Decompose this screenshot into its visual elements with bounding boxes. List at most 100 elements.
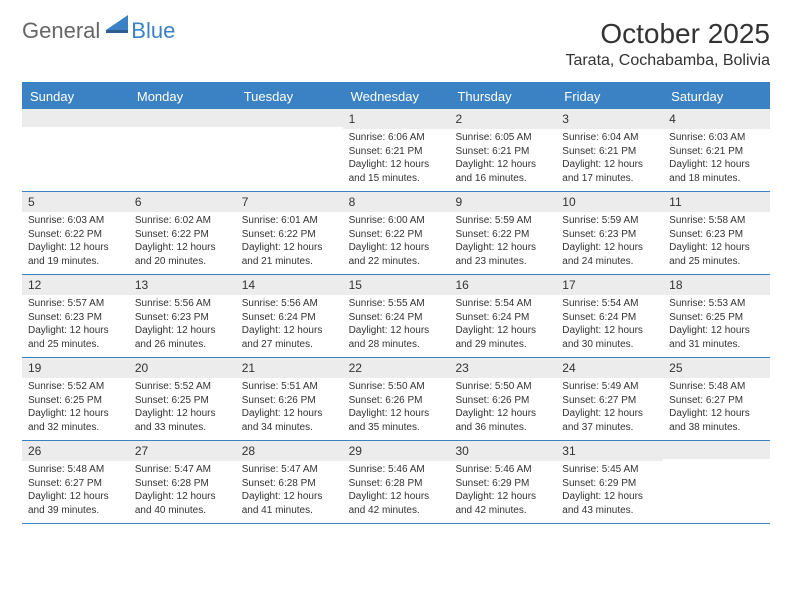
calendar-day: 22Sunrise: 5:50 AMSunset: 6:26 PMDayligh… [343, 358, 450, 440]
daylight-text: Daylight: 12 hours and 35 minutes. [349, 407, 444, 434]
calendar-day: 12Sunrise: 5:57 AMSunset: 6:23 PMDayligh… [22, 275, 129, 357]
month-title: October 2025 [565, 18, 770, 50]
day-details: Sunrise: 6:06 AMSunset: 6:21 PMDaylight:… [343, 129, 450, 189]
location: Tarata, Cochabamba, Bolivia [565, 52, 770, 70]
calendar-day: 4Sunrise: 6:03 AMSunset: 6:21 PMDaylight… [663, 109, 770, 191]
calendar-day: 20Sunrise: 5:52 AMSunset: 6:25 PMDayligh… [129, 358, 236, 440]
sunset-text: Sunset: 6:25 PM [135, 394, 230, 408]
sunrise-text: Sunrise: 5:54 AM [455, 297, 550, 311]
weekday-header: Wednesday [343, 84, 450, 109]
calendar-day: 25Sunrise: 5:48 AMSunset: 6:27 PMDayligh… [663, 358, 770, 440]
sunrise-text: Sunrise: 5:56 AM [242, 297, 337, 311]
sunrise-text: Sunrise: 5:50 AM [349, 380, 444, 394]
calendar-day: 7Sunrise: 6:01 AMSunset: 6:22 PMDaylight… [236, 192, 343, 274]
daylight-text: Daylight: 12 hours and 40 minutes. [135, 490, 230, 517]
sunset-text: Sunset: 6:25 PM [28, 394, 123, 408]
day-details: Sunrise: 5:52 AMSunset: 6:25 PMDaylight:… [129, 378, 236, 438]
logo: General Blue [22, 18, 175, 44]
sunrise-text: Sunrise: 5:52 AM [135, 380, 230, 394]
calendar-day: 3Sunrise: 6:04 AMSunset: 6:21 PMDaylight… [556, 109, 663, 191]
sunset-text: Sunset: 6:28 PM [135, 477, 230, 491]
day-number: 4 [663, 109, 770, 129]
day-number: 25 [663, 358, 770, 378]
calendar-day: 2Sunrise: 6:05 AMSunset: 6:21 PMDaylight… [449, 109, 556, 191]
day-number: 28 [236, 441, 343, 461]
sunset-text: Sunset: 6:22 PM [242, 228, 337, 242]
calendar-week: 12Sunrise: 5:57 AMSunset: 6:23 PMDayligh… [22, 275, 770, 358]
sunrise-text: Sunrise: 5:47 AM [135, 463, 230, 477]
day-number: 7 [236, 192, 343, 212]
calendar-day: 18Sunrise: 5:53 AMSunset: 6:25 PMDayligh… [663, 275, 770, 357]
day-number: 31 [556, 441, 663, 461]
title-block: October 2025 Tarata, Cochabamba, Bolivia [565, 18, 770, 70]
calendar-day: 14Sunrise: 5:56 AMSunset: 6:24 PMDayligh… [236, 275, 343, 357]
day-details: Sunrise: 5:47 AMSunset: 6:28 PMDaylight:… [129, 461, 236, 521]
day-details: Sunrise: 6:02 AMSunset: 6:22 PMDaylight:… [129, 212, 236, 272]
day-number: 5 [22, 192, 129, 212]
day-number: 2 [449, 109, 556, 129]
day-number: 20 [129, 358, 236, 378]
day-number: 6 [129, 192, 236, 212]
day-details: Sunrise: 5:59 AMSunset: 6:23 PMDaylight:… [556, 212, 663, 272]
calendar-day: 17Sunrise: 5:54 AMSunset: 6:24 PMDayligh… [556, 275, 663, 357]
day-details: Sunrise: 5:52 AMSunset: 6:25 PMDaylight:… [22, 378, 129, 438]
sunrise-text: Sunrise: 6:06 AM [349, 131, 444, 145]
calendar-day [663, 441, 770, 523]
sunset-text: Sunset: 6:24 PM [455, 311, 550, 325]
calendar-day: 15Sunrise: 5:55 AMSunset: 6:24 PMDayligh… [343, 275, 450, 357]
sunset-text: Sunset: 6:23 PM [669, 228, 764, 242]
sunrise-text: Sunrise: 5:45 AM [562, 463, 657, 477]
logo-text-blue: Blue [131, 18, 175, 44]
daylight-text: Daylight: 12 hours and 30 minutes. [562, 324, 657, 351]
sunrise-text: Sunrise: 6:04 AM [562, 131, 657, 145]
day-number: 9 [449, 192, 556, 212]
sunrise-text: Sunrise: 6:01 AM [242, 214, 337, 228]
day-details: Sunrise: 6:03 AMSunset: 6:22 PMDaylight:… [22, 212, 129, 272]
sunset-text: Sunset: 6:23 PM [135, 311, 230, 325]
day-number: 13 [129, 275, 236, 295]
day-number: 26 [22, 441, 129, 461]
calendar-day: 13Sunrise: 5:56 AMSunset: 6:23 PMDayligh… [129, 275, 236, 357]
weekday-header: Monday [129, 84, 236, 109]
calendar-day: 16Sunrise: 5:54 AMSunset: 6:24 PMDayligh… [449, 275, 556, 357]
daylight-text: Daylight: 12 hours and 39 minutes. [28, 490, 123, 517]
sunrise-text: Sunrise: 5:47 AM [242, 463, 337, 477]
day-number: 12 [22, 275, 129, 295]
sunrise-text: Sunrise: 5:58 AM [669, 214, 764, 228]
day-details: Sunrise: 5:50 AMSunset: 6:26 PMDaylight:… [449, 378, 556, 438]
calendar-day: 10Sunrise: 5:59 AMSunset: 6:23 PMDayligh… [556, 192, 663, 274]
day-number: 29 [343, 441, 450, 461]
sunset-text: Sunset: 6:29 PM [562, 477, 657, 491]
daylight-text: Daylight: 12 hours and 18 minutes. [669, 158, 764, 185]
calendar-day: 19Sunrise: 5:52 AMSunset: 6:25 PMDayligh… [22, 358, 129, 440]
day-number [663, 441, 770, 459]
day-details: Sunrise: 6:01 AMSunset: 6:22 PMDaylight:… [236, 212, 343, 272]
day-details: Sunrise: 5:48 AMSunset: 6:27 PMDaylight:… [22, 461, 129, 521]
daylight-text: Daylight: 12 hours and 16 minutes. [455, 158, 550, 185]
day-details: Sunrise: 5:48 AMSunset: 6:27 PMDaylight:… [663, 378, 770, 438]
day-number [236, 109, 343, 127]
calendar-week: 5Sunrise: 6:03 AMSunset: 6:22 PMDaylight… [22, 192, 770, 275]
calendar-day: 11Sunrise: 5:58 AMSunset: 6:23 PMDayligh… [663, 192, 770, 274]
daylight-text: Daylight: 12 hours and 27 minutes. [242, 324, 337, 351]
day-details: Sunrise: 5:49 AMSunset: 6:27 PMDaylight:… [556, 378, 663, 438]
sunrise-text: Sunrise: 5:53 AM [669, 297, 764, 311]
sunrise-text: Sunrise: 5:52 AM [28, 380, 123, 394]
day-number: 23 [449, 358, 556, 378]
calendar-day: 29Sunrise: 5:46 AMSunset: 6:28 PMDayligh… [343, 441, 450, 523]
daylight-text: Daylight: 12 hours and 29 minutes. [455, 324, 550, 351]
day-details: Sunrise: 5:57 AMSunset: 6:23 PMDaylight:… [22, 295, 129, 355]
weekday-header: Tuesday [236, 84, 343, 109]
day-number: 1 [343, 109, 450, 129]
weekday-header: Saturday [663, 84, 770, 109]
day-number: 19 [22, 358, 129, 378]
sunrise-text: Sunrise: 5:56 AM [135, 297, 230, 311]
weekday-header-row: SundayMondayTuesdayWednesdayThursdayFrid… [22, 84, 770, 109]
day-details: Sunrise: 5:55 AMSunset: 6:24 PMDaylight:… [343, 295, 450, 355]
sunrise-text: Sunrise: 5:59 AM [455, 214, 550, 228]
calendar-day: 1Sunrise: 6:06 AMSunset: 6:21 PMDaylight… [343, 109, 450, 191]
day-number: 10 [556, 192, 663, 212]
day-details: Sunrise: 5:47 AMSunset: 6:28 PMDaylight:… [236, 461, 343, 521]
day-details: Sunrise: 5:59 AMSunset: 6:22 PMDaylight:… [449, 212, 556, 272]
day-details: Sunrise: 5:53 AMSunset: 6:25 PMDaylight:… [663, 295, 770, 355]
